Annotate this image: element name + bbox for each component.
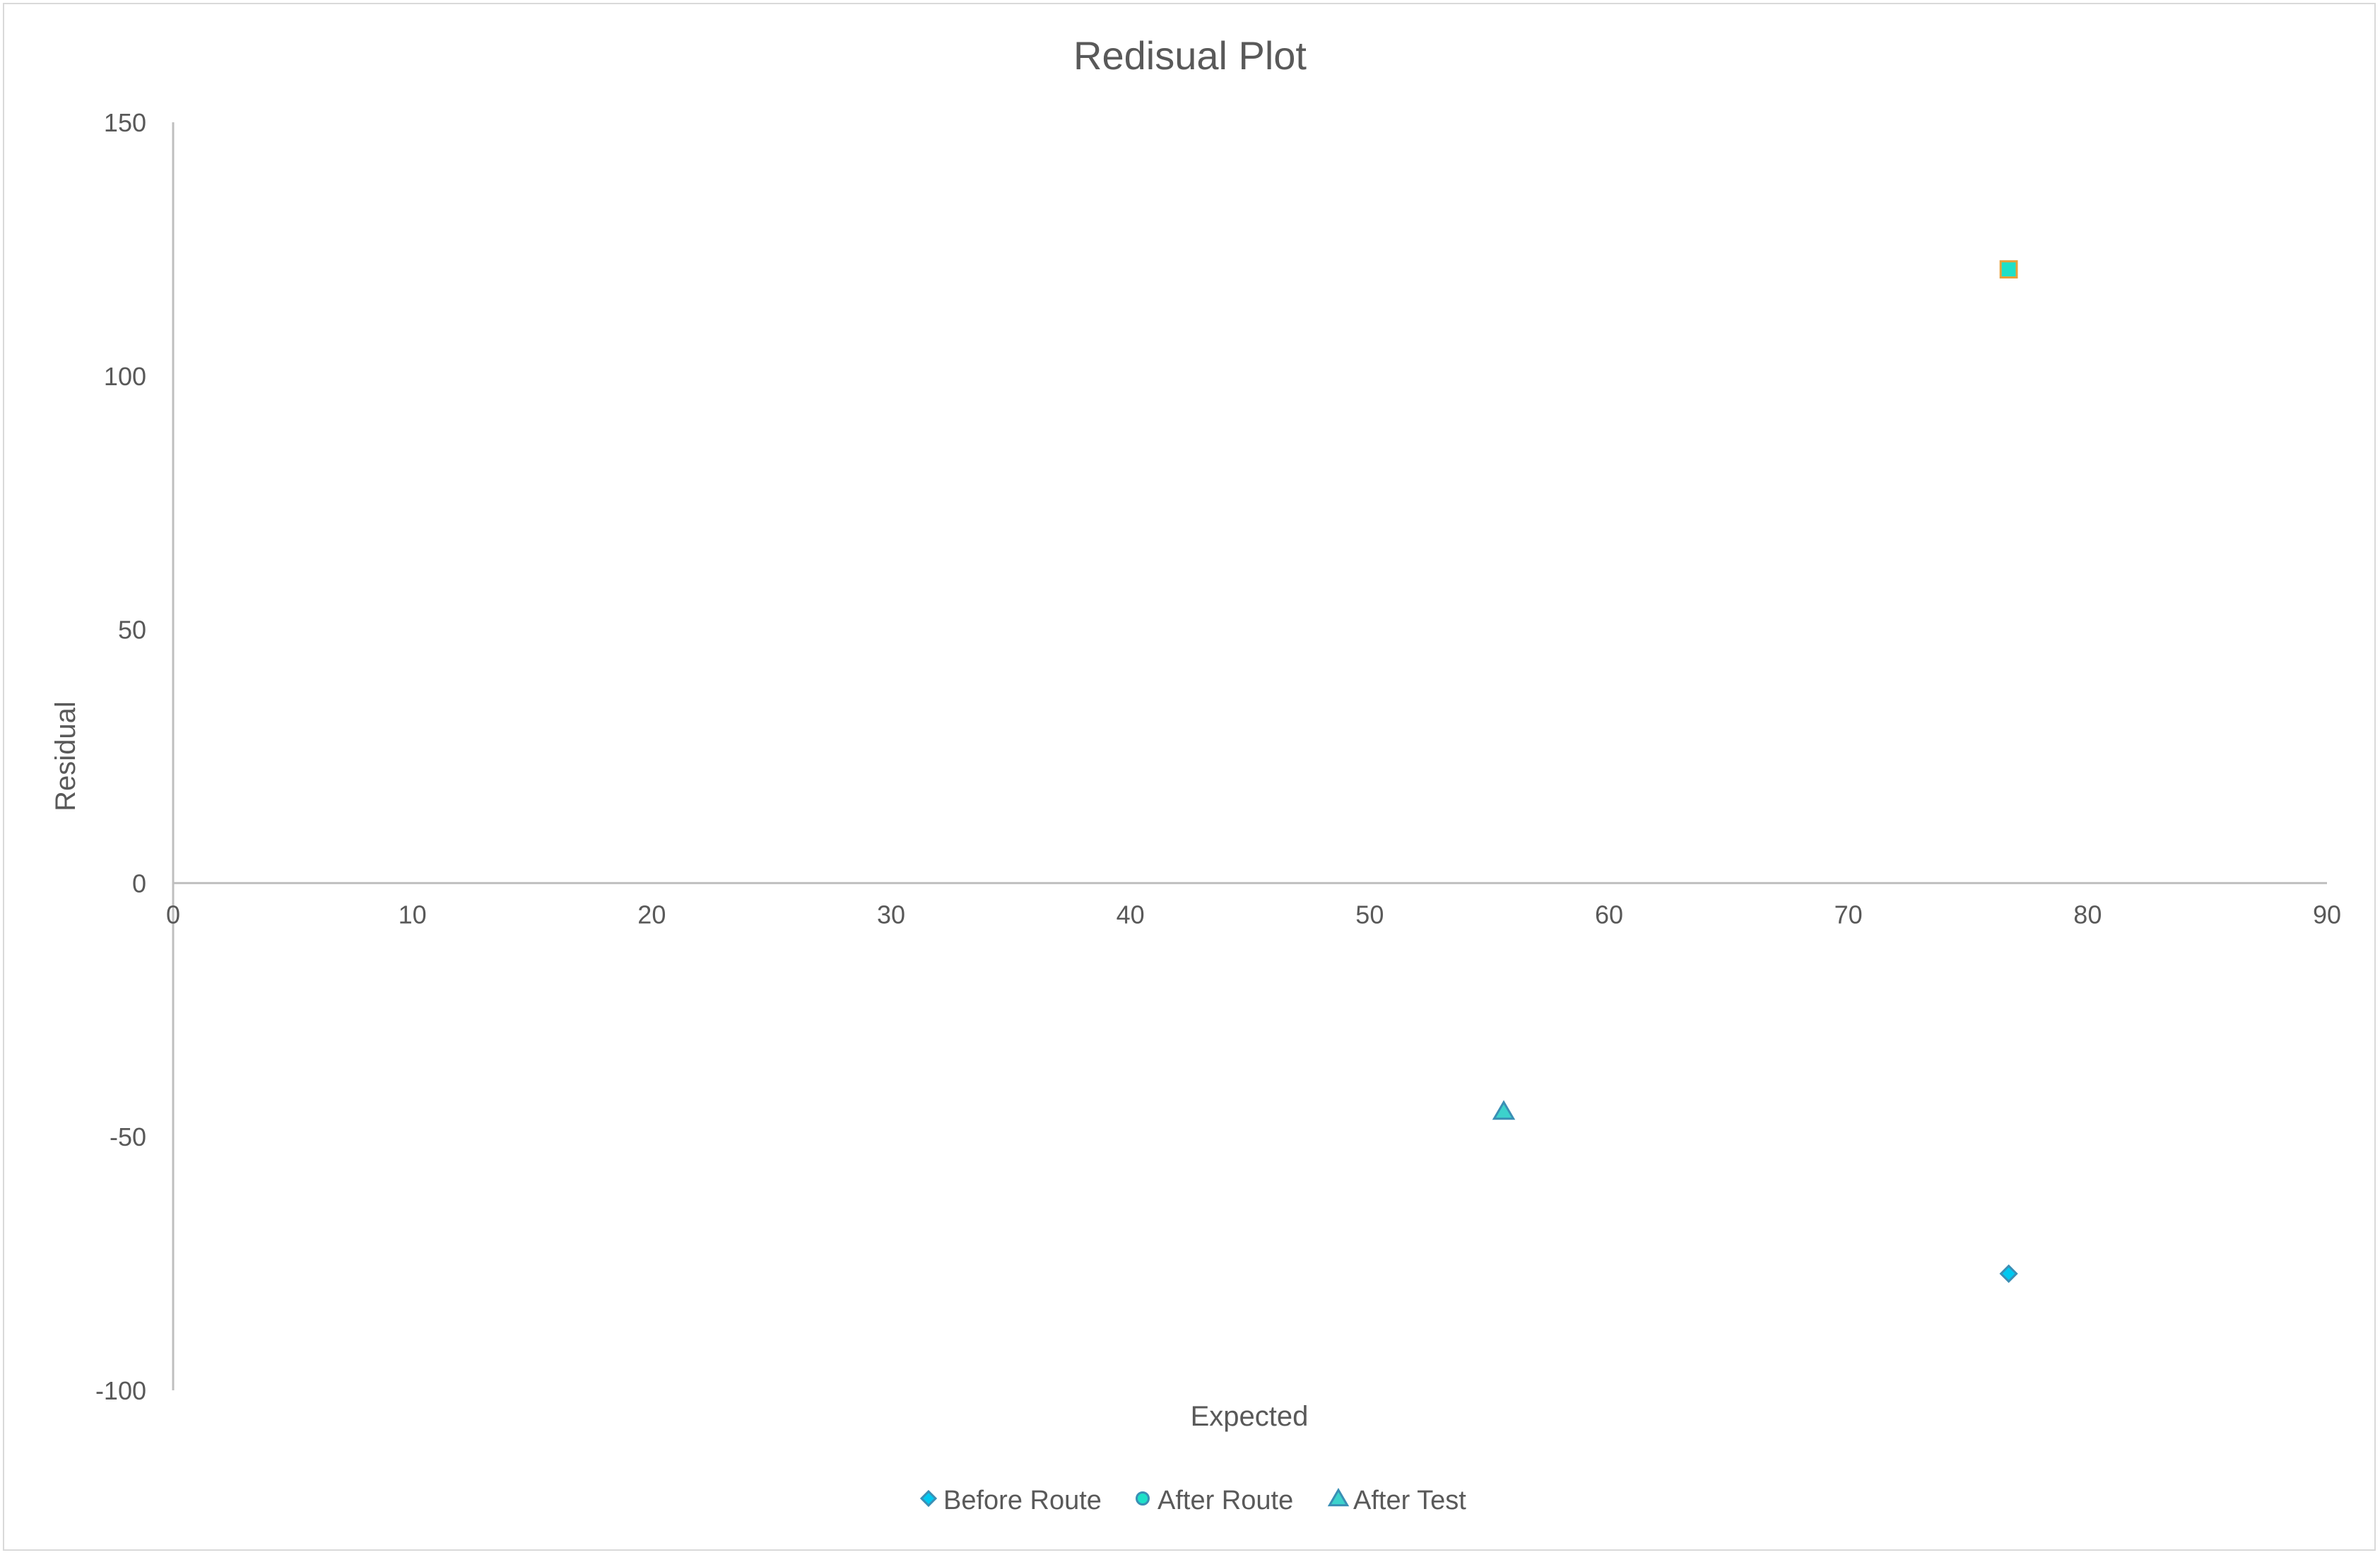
y-tick-label: 50 [118,616,146,645]
x-tick-labels: 0 10 20 30 40 50 60 70 80 90 [166,900,2341,929]
legend-label: After Test [1353,1486,1466,1515]
legend-item: Before Route [919,1486,1102,1515]
data-point-series-2 [1492,1100,1516,1120]
y-tick-label: -100 [95,1376,146,1405]
y-tick-label: -50 [110,1122,146,1151]
y-tick-labels: 150 100 50 0 -50 -100 [95,108,146,1405]
legend-item: After Route [1136,1486,1293,1515]
y-tick-label: 100 [104,362,146,391]
x-tick-label: 20 [637,900,666,929]
x-tick-label: 70 [1834,900,1863,929]
x-tick-label: 90 [2313,900,2341,929]
x-tick-label: 60 [1595,900,1623,929]
data-point-series-1 [1999,260,2018,279]
x-tick-label: 40 [1117,900,1145,929]
legend-label: After Route [1157,1486,1293,1515]
chart-title: Redisual Plot [1073,33,1307,78]
data-points [1492,260,2018,1284]
y-axis-label: Residual [50,701,81,811]
y-tick-label: 150 [104,108,146,137]
x-tick-label: 80 [2073,900,2102,929]
legend-marker [1136,1491,1150,1506]
x-tick-label: 10 [399,900,427,929]
chart-frame [3,3,2376,1551]
legend-marker [919,1489,938,1508]
x-tick-label: 50 [1355,900,1384,929]
x-tick-label: 0 [166,900,180,929]
x-axis-label: Expected [1191,1401,1309,1432]
chart-legend: Before Route After Route After Test [919,1486,1466,1515]
legend-marker [1327,1488,1350,1507]
x-tick-label: 30 [877,900,905,929]
data-point-series-0 [1999,1264,2018,1284]
legend-item: After Test [1327,1486,1466,1515]
y-tick-label: 0 [132,869,146,898]
legend-label: Before Route [943,1486,1102,1515]
